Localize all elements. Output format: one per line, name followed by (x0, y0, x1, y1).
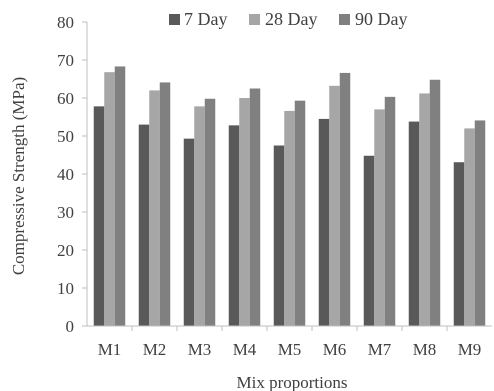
legend-label-28-day: 28 Day (265, 9, 318, 29)
bar-m7-90-day (384, 96, 396, 326)
x-tick-label-m4: M4 (233, 340, 257, 359)
y-tick-label: 20 (57, 241, 74, 260)
x-tick-label-m9: M9 (458, 340, 482, 359)
bar-m6-28-day (329, 85, 340, 326)
x-tick-label-m6: M6 (323, 340, 347, 359)
bar-m2-90-day (159, 82, 171, 326)
legend-label-90-day: 90 Day (355, 9, 408, 29)
bar-m9-7-day (453, 162, 465, 326)
bar-m5-7-day (273, 145, 285, 326)
bar-m2-28-day (149, 90, 160, 327)
x-axis-title: Mix proportions (237, 373, 348, 391)
bar-m9-90-day (474, 120, 486, 326)
bar-m5-90-day (294, 100, 306, 326)
bar-m2-7-day (138, 124, 150, 326)
bar-m6-7-day (318, 118, 330, 327)
bar-m1-28-day (104, 72, 115, 326)
bar-m1-90-day (114, 66, 126, 327)
bar-m8-90-day (429, 79, 441, 326)
y-tick-label: 50 (57, 127, 74, 146)
legend-label-7-day: 7 Day (184, 9, 228, 29)
x-tick-label-m7: M7 (368, 340, 392, 359)
x-tick-label-m5: M5 (278, 340, 302, 359)
legend-swatch-7-day (169, 14, 180, 25)
x-tick-label-m2: M2 (143, 340, 167, 359)
y-axis-title: Compressive Strength (MPa) (9, 77, 28, 275)
y-axis-ticks: 0 10 20 30 40 50 60 70 80 (57, 13, 87, 336)
bars (93, 66, 486, 327)
bar-m1-7-day (93, 106, 105, 326)
bar-m8-28-day (419, 93, 430, 326)
bar-m3-7-day (183, 138, 195, 326)
bar-m4-7-day (228, 125, 240, 326)
legend: 7 Day 28 Day 90 Day (169, 9, 408, 29)
bar-m3-90-day (204, 98, 216, 326)
y-tick-label: 30 (57, 203, 74, 222)
bar-m9-28-day (464, 128, 475, 326)
bar-m5-28-day (284, 110, 295, 326)
bar-m7-28-day (374, 109, 385, 327)
x-axis-ticks: M1 M2 M3 M4 M5 M6 M7 M8 M9 (98, 326, 482, 359)
y-tick-label: 60 (57, 89, 74, 108)
x-tick-label-m8: M8 (413, 340, 437, 359)
x-tick-label-m3: M3 (188, 340, 212, 359)
y-tick-label: 0 (66, 317, 75, 336)
bar-m4-90-day (249, 88, 261, 326)
bar-m4-28-day (239, 98, 250, 326)
x-tick-label-m1: M1 (98, 340, 122, 359)
bar-m7-7-day (363, 155, 375, 326)
bar-m3-28-day (194, 106, 205, 326)
y-tick-label: 80 (57, 13, 74, 32)
y-tick-label: 40 (57, 165, 74, 184)
y-tick-label: 10 (57, 279, 74, 298)
bar-m6-90-day (339, 72, 351, 326)
legend-swatch-28-day (249, 14, 260, 25)
y-tick-label: 70 (57, 51, 74, 70)
bar-m8-7-day (408, 121, 420, 326)
legend-swatch-90-day (339, 14, 350, 25)
